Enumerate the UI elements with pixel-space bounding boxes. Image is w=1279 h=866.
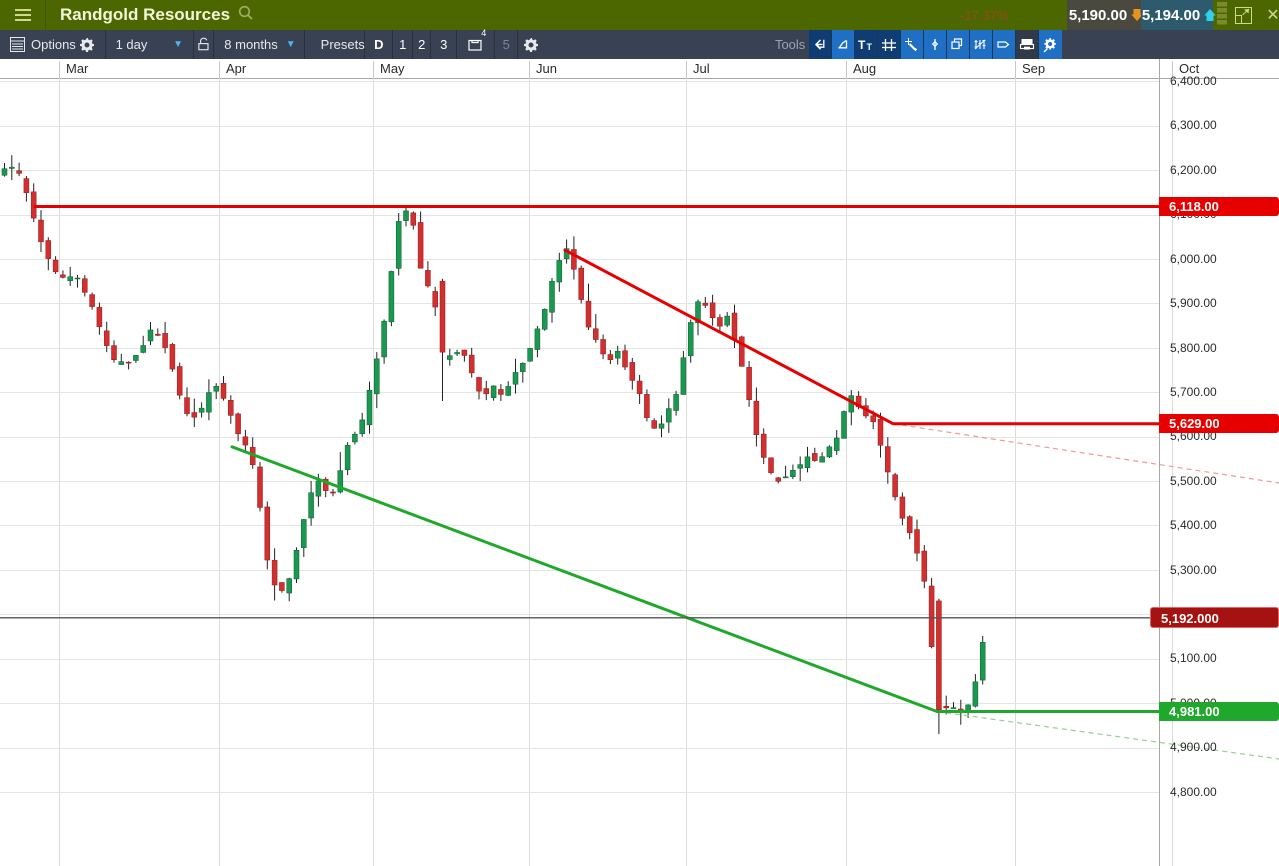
svg-text:T: T <box>867 42 873 52</box>
svg-text:T: T <box>858 38 866 52</box>
